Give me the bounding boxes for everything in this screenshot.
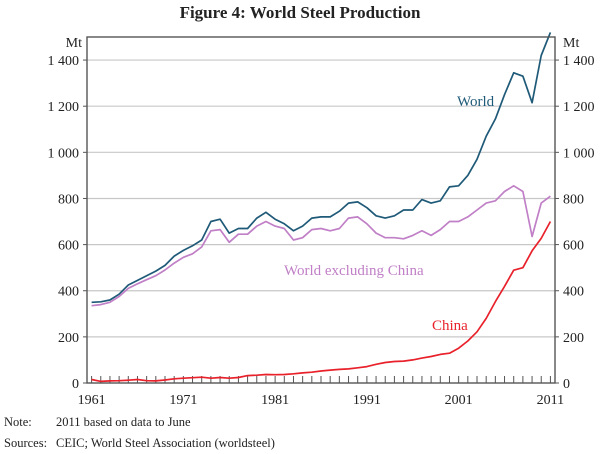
x-tick-label: 1971 — [169, 393, 197, 408]
gridlines — [87, 59, 555, 338]
y-tick-label-left: 0 — [72, 377, 79, 392]
x-tick-label: 1981 — [261, 393, 289, 408]
x-axis: 1961 1971 1981 1991 2001 2011 — [78, 376, 564, 408]
x-tick-label: 1961 — [78, 393, 106, 408]
y-tick-label-right: 400 — [563, 285, 584, 300]
footnotes: Note: 2011 based on data to June Sources… — [4, 412, 275, 454]
series-label-world: World — [457, 94, 495, 110]
series-line-world-excluding-china — [91, 184, 551, 307]
sources-row: Sources: CEIC; World Steel Association (… — [4, 433, 275, 454]
line-chart: 0 200 400 600 800 1 000 1 200 1 400 0 200 400 600 8… — [48, 32, 595, 408]
y-tick-label-right: 0 — [563, 377, 570, 392]
x-tick-label: 1991 — [353, 393, 381, 408]
y-axis-left: 0 200 400 600 800 1 000 1 200 1 400 — [48, 54, 87, 392]
series-lines — [91, 32, 552, 383]
note-text: 2011 based on data to June — [56, 415, 191, 429]
series-line-china — [91, 221, 552, 383]
y-tick-label-right: 1 400 — [563, 54, 595, 69]
y-axis-right: 0 200 400 600 800 1 000 1 200 1 400 — [555, 54, 595, 392]
y-tick-label-left: 400 — [58, 285, 79, 300]
note-key: Note: — [4, 415, 32, 429]
y-tick-label-left: 600 — [58, 239, 79, 254]
y-tick-label-left: 800 — [58, 192, 79, 207]
y-tick-label-left: 1 200 — [48, 100, 80, 115]
x-tick-label: 2011 — [537, 393, 564, 408]
sources-text: CEIC; World Steel Association (worldstee… — [56, 436, 275, 450]
series-label-world-excluding-china: World excluding China — [284, 263, 424, 279]
y-axis-unit-right: Mt — [563, 36, 579, 51]
y-tick-label-right: 200 — [563, 331, 584, 346]
series-label-china: China — [432, 318, 468, 334]
y-tick-label-right: 800 — [563, 192, 584, 207]
y-tick-label-right: 600 — [563, 239, 584, 254]
y-tick-label-left: 200 — [58, 331, 79, 346]
series-line-world — [91, 32, 552, 304]
note-row: Note: 2011 based on data to June — [4, 412, 275, 433]
chart-title: Figure 4: World Steel Production — [179, 3, 421, 22]
plot-frame — [86, 36, 556, 384]
y-tick-label-right: 1 000 — [563, 146, 595, 161]
y-tick-label-left: 1 000 — [48, 146, 80, 161]
sources-key: Sources: — [4, 436, 48, 450]
y-tick-label-right: 1 200 — [563, 100, 595, 115]
y-tick-label-left: 1 400 — [48, 54, 80, 69]
x-tick-label: 2001 — [445, 393, 473, 408]
y-axis-unit-left: Mt — [66, 36, 82, 51]
